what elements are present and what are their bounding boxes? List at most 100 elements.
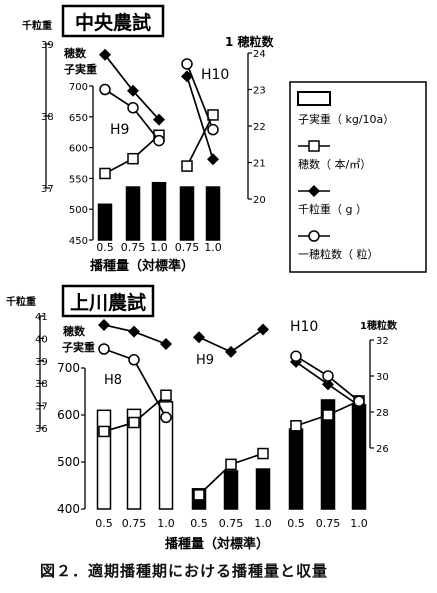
panel1-yield-axis-tick-label-5: 700 — [69, 82, 88, 93]
panel2-category-label-2: 1.0 — [157, 517, 175, 530]
panel2-grains-axis-tick-label-2: 30 — [376, 372, 389, 383]
panel2-yield-bar-g2-2 — [351, 403, 367, 510]
panel2-category-label-6: 0.5 — [287, 517, 305, 530]
panel2-category-label-7: 0.75 — [316, 517, 341, 530]
panel2-yield-bar-g1-2 — [255, 468, 271, 510]
panel2-category-label-0: 0.5 — [95, 517, 113, 530]
panel2-category-label-5: 1.0 — [254, 517, 272, 530]
panel1-weight-point-g1-1 — [207, 153, 219, 166]
panel2-panicles-point-g0-1 — [128, 416, 140, 429]
panel1-weight-point-g0-1 — [127, 84, 139, 97]
panel1-yield-axis-label: 子実重 — [64, 62, 97, 76]
panel2-category-label-8: 1.0 — [350, 517, 368, 530]
panel1-yield-bar-g1-0 — [179, 186, 195, 241]
panel1-title: 中央農試 — [75, 11, 151, 34]
panel1-yield-bar-g1-1 — [205, 186, 221, 241]
panel2-weight-point-g0-0 — [98, 318, 110, 331]
legend-yield-label: 子実重（ kg/10a） — [298, 112, 394, 126]
panel2-panicles-point-g2-0 — [290, 420, 302, 432]
panel2-weight-point-g2-1 — [322, 378, 334, 391]
panel2-yield-axis-tick-label-3: 700 — [57, 361, 80, 375]
panel1-weight-point-g0-2 — [153, 113, 165, 126]
panel1-panicles-point-g1-0 — [181, 160, 193, 172]
panel2-yield-bar-g0-2 — [158, 401, 174, 510]
panel2-yield-axis-tick-label-0: 400 — [57, 502, 80, 516]
panel1-panicles-axis-label: 穂数 — [64, 46, 87, 60]
panel2-weight-point-g1-2 — [257, 323, 269, 336]
panel1-panicles-point-g1-1 — [207, 109, 219, 121]
panel1-yield-bar-g0-2 — [151, 181, 167, 241]
panel2-yield-bar-g0-1 — [126, 408, 142, 510]
panel2-weight-point-g1-1 — [225, 345, 237, 358]
panel2-yield-axis-tick-label-2: 600 — [57, 408, 80, 422]
panel2-grains-axis-tick-label-3: 32 — [376, 336, 389, 347]
panel1-xlabel: 播種量（対標準） — [90, 258, 194, 274]
panel2-group-label-2: H10 — [290, 319, 318, 335]
panel2-weight-point-g0-1 — [128, 325, 140, 338]
panel1-grains-point-g0-2 — [153, 134, 165, 147]
legend-grains-label: 一穂粒数（ 粒） — [298, 247, 379, 261]
panel2-weight-axis-tick-label-4: 40 — [35, 334, 48, 345]
panel1-yield-axis-tick-label-3: 600 — [69, 144, 88, 155]
legend-weight-label: 千粒重（ g ） — [298, 202, 367, 216]
panel1-weight-point-g0-0 — [99, 48, 111, 61]
panel1-grains-axis-tick-label-2: 22 — [253, 122, 266, 133]
panel1-panicles-line-g1 — [186, 114, 214, 167]
legend-box — [289, 81, 427, 273]
panel1-category-label-2: 1.0 — [150, 241, 168, 254]
panel1-grains-point-g0-1 — [127, 102, 139, 114]
figure-caption: 図２．適期播種期における播種量と収量 — [40, 562, 329, 580]
panel1-grains-point-g0-0 — [99, 83, 111, 96]
panel1-category-label-0: 0.5 — [96, 241, 114, 254]
panel2-xlabel: 播種量（対標準） — [165, 536, 269, 552]
panel2-yield-bar-g2-1 — [320, 399, 336, 510]
panel2-category-label-1: 0.75 — [122, 517, 147, 530]
panel1-weight-axis-tick-label-0: 37 — [41, 184, 54, 195]
legend-panicles-marker — [308, 140, 320, 152]
panel2-weight-axis-tick-label-3: 39 — [35, 357, 48, 368]
panel1-yield-axis-tick-label-1: 500 — [69, 205, 88, 216]
panel1-yield-axis-tick-label-2: 550 — [69, 174, 88, 185]
panel2-grains-point-g0-0 — [98, 343, 110, 355]
panel2-weight-axis-tick-label-2: 38 — [35, 379, 48, 390]
panel1-group-label-0: H9 — [110, 122, 129, 138]
panel2-panicles-point-g0-0 — [98, 425, 110, 438]
panel2-weight-axis-tick-label-5: 41 — [35, 312, 48, 323]
panel2-panicles-point-g1-2 — [257, 447, 269, 460]
legend-weight-marker — [308, 185, 320, 197]
panel1-grains-axis-tick-label-0: 20 — [253, 195, 266, 206]
panel2-panicles-point-g0-2 — [160, 389, 172, 402]
panel1-weight-axis-tick-label-1: 38 — [41, 112, 54, 123]
panel1-yield-bar-g0-1 — [125, 186, 141, 241]
legend-grains-marker — [308, 230, 320, 242]
panel2-panicles-point-g1-0 — [193, 489, 205, 501]
panel1-category-label-3: 0.75 — [175, 241, 200, 254]
panel2-yield-axis-tick-label-1: 500 — [57, 455, 80, 469]
panel2-yield-axis-label: 子実重 — [62, 340, 95, 354]
panel2-panicles-axis-label: 穂数 — [63, 324, 86, 338]
legend-panicles-label: 穂数（ 本/㎡） — [298, 157, 371, 171]
panel2-weight-axis-tick-label-1: 37 — [35, 402, 48, 413]
panel1-grains-axis-tick-label-1: 21 — [253, 159, 266, 170]
panel1-grains-axis-tick-label-3: 23 — [253, 86, 266, 97]
panel2-grains-point-g2-2 — [353, 395, 365, 407]
panel2-category-label-4: 0.75 — [219, 517, 244, 530]
chart-marks: 450 500 550 600 650 700 37 38 39 20 21 22 23 24 0.5 0.7… — [35, 40, 389, 530]
panel1-title-box — [61, 4, 165, 38]
panel2-panicles-point-g2-1 — [322, 409, 334, 421]
panel2-grains-axis-tick-label-0: 26 — [376, 444, 389, 455]
panel2-group-label-0: H8 — [104, 373, 122, 388]
panel1-yield-axis-tick-label-0: 450 — [69, 236, 88, 247]
panel2-grains-point-g0-1 — [128, 354, 140, 366]
panel1-category-label-4: 1.0 — [204, 241, 222, 254]
panel2-grains-point-g2-1 — [322, 370, 334, 382]
panel2-panicles-point-g1-1 — [225, 458, 237, 471]
panel2-grains-point-g2-0 — [290, 350, 302, 362]
panel2-grains-axis-label: 1穂粒数 — [360, 319, 398, 332]
panel1-grains-point-g1-0 — [181, 58, 193, 70]
panel2-group-label-1: H9 — [196, 353, 214, 368]
panel1-grains-point-g1-1 — [207, 123, 219, 136]
panel1-weight-axis-label: 千粒重 — [22, 19, 52, 32]
panel2-weight-axis-label: 千粒重 — [6, 295, 36, 308]
panel1-yield-axis-tick-label-4: 650 — [69, 113, 88, 124]
